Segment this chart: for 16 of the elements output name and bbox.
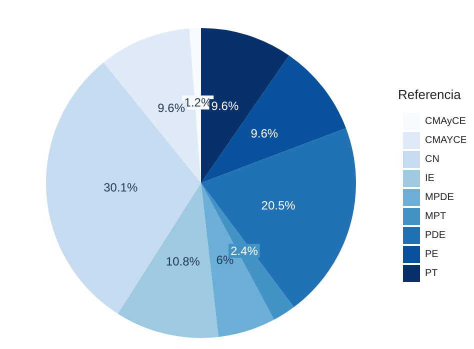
data-label: 10.8% — [166, 254, 200, 268]
legend-label: CN — [425, 154, 440, 165]
legend-label: MPT — [425, 211, 446, 222]
data-label: 2.4% — [230, 244, 258, 258]
legend-title: Referencia — [398, 87, 462, 102]
legend-label: MPDE — [425, 192, 454, 203]
legend-label: PE — [425, 249, 439, 260]
data-label: 9.6% — [158, 101, 186, 116]
legend-label: CMAyCE — [425, 116, 466, 127]
legend-label: IE — [425, 173, 435, 184]
legend-label: PDE — [425, 230, 446, 241]
data-label: 9.6% — [211, 99, 239, 114]
legend-label: PT — [425, 268, 438, 279]
data-label: 30.1% — [104, 180, 138, 195]
data-label: 9.6% — [250, 126, 278, 140]
data-label: 20.5% — [261, 198, 296, 213]
